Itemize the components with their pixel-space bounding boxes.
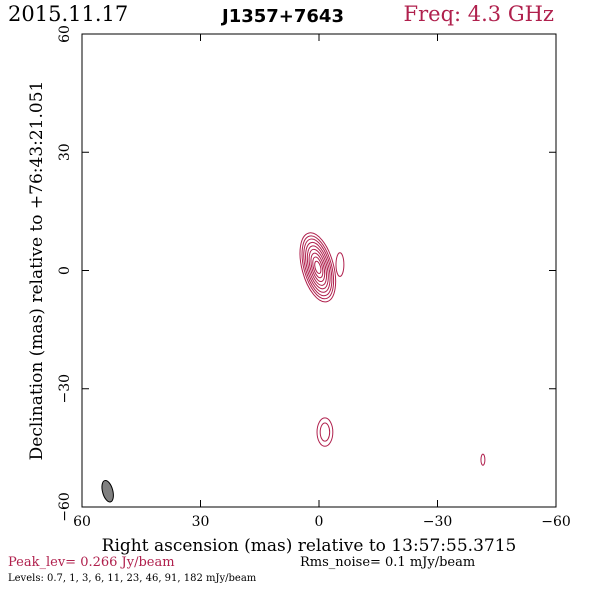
y-axis-label: Declination (mas) relative to +76:43:21.… — [27, 81, 47, 461]
x-tick-label: 30 — [192, 514, 210, 530]
beam-ellipse — [101, 479, 114, 503]
contour-south-feature — [319, 422, 331, 442]
contour-core — [310, 252, 326, 283]
contour-levels: Levels: 0.7, 1, 3, 6, 11, 23, 46, 91, 18… — [8, 573, 257, 584]
x-tick-label: −60 — [541, 514, 571, 530]
rms-noise: Rms_noise= 0.1 mJy/beam — [300, 555, 476, 570]
x-tick-label: 0 — [315, 514, 324, 530]
contour-core — [314, 260, 322, 274]
y-tick-label: −30 — [57, 374, 73, 404]
beam-shape — [101, 479, 114, 503]
y-tick-label: −60 — [57, 492, 73, 522]
y-tick-label: 30 — [57, 143, 73, 161]
observation-date: 2015.11.17 — [8, 2, 129, 26]
x-tick-label: −30 — [423, 514, 453, 530]
contour-east-spot — [480, 453, 486, 466]
contour-south-feature — [316, 417, 334, 447]
contour-core — [308, 248, 328, 286]
contour-core — [299, 232, 337, 303]
contour-core — [301, 235, 335, 300]
tick-marks — [81, 33, 557, 508]
x-axis-label: Right ascension (mas) relative to 13:57:… — [102, 536, 517, 556]
x-tick-label: 60 — [73, 514, 91, 530]
tick-labels: 60 30 0 −30 −60 −60 −30 0 30 60 — [57, 25, 571, 530]
contour-core — [312, 256, 324, 279]
contour-jet-extension — [335, 252, 345, 277]
contour-core — [303, 238, 333, 297]
y-tick-label: 60 — [57, 25, 73, 43]
contours — [299, 232, 486, 466]
source-name: J1357+7643 — [222, 6, 344, 27]
contour-core — [306, 245, 329, 290]
frequency-label: Freq: 4.3 GHz — [403, 2, 554, 26]
peak-level: Peak_lev= 0.266 Jy/beam — [8, 555, 175, 570]
y-tick-label: 0 — [57, 266, 73, 275]
contour-core — [305, 241, 331, 293]
plot-frame — [81, 33, 557, 508]
